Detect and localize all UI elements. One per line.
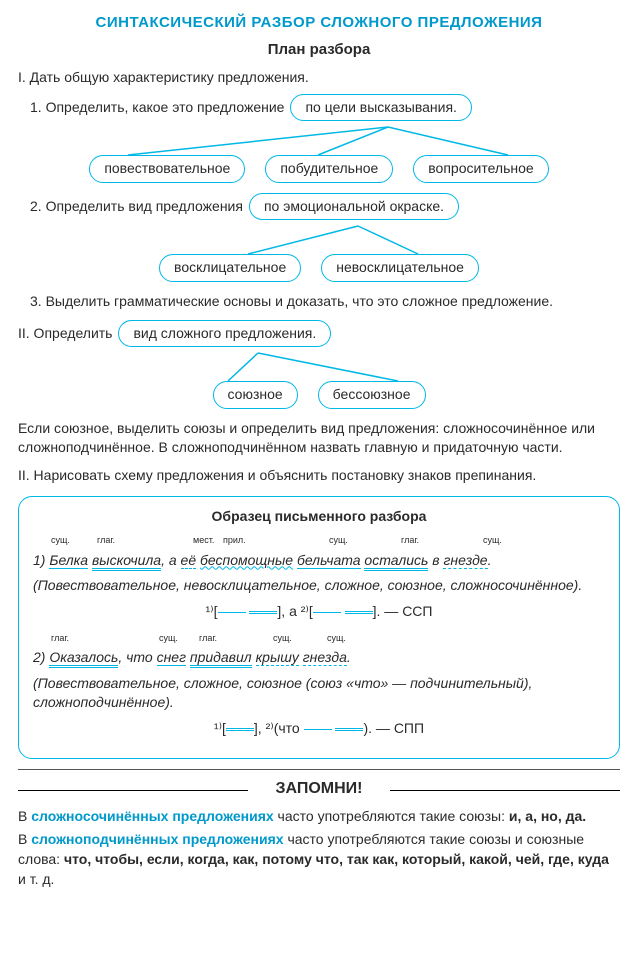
step-2-connectors [18,226,620,250]
option-interrogative: вопросительное [413,155,548,183]
step-3: 3. Выделить грамматические основы и дока… [18,292,620,312]
step-2-text: 2. Определить вид предложения [30,197,243,217]
analysis-2: (Повествовательное, сложное, союзное (со… [33,674,605,713]
remember-title: ЗАПОМНИ! [18,778,620,800]
step-2-pill: по эмоциональной окраске. [249,193,459,221]
section-2-options: союзное бессоюзное [18,381,620,409]
section-2-text: II. Определить [18,324,112,344]
pos-labels-1: сущ. глаг. мест. прил. сущ. глаг. сущ. [51,534,605,547]
section-2-connectors [18,353,620,377]
section-2: II. Определить вид сложного предложения. [18,320,620,348]
example-sentence-1: 1) Белка выскочила, а её беспомощные бел… [33,551,605,571]
option-imperative: побудительное [265,155,393,183]
schema-2: ¹⁾[], ²⁾(что ). — СПП [33,719,605,739]
predicate-4: придавил [190,649,252,668]
subject-2: бельчата [297,552,361,569]
section-1: I. Дать общую характеристику предложения… [18,68,620,88]
step-2: 2. Определить вид предложения по эмоцион… [18,193,620,221]
section-2-pill: вид сложного предложения. [118,320,331,348]
step-1: 1. Определить, какое это предложение по … [18,94,620,122]
subtitle: План разбора [18,39,620,60]
subject-3: снег [157,649,186,666]
remember-p1: В сложносочинённых предложениях часто уп… [18,807,620,827]
step-1-connectors [18,127,620,151]
option-nonexclamatory: невосклицательное [321,254,479,282]
step-1-options: повествовательное побудительное вопросит… [18,155,620,183]
page-title: СИНТАКСИЧЕСКИЙ РАЗБОР СЛОЖНОГО ПРЕДЛОЖЕН… [18,12,620,33]
option-conjunctive: союзное [213,381,298,409]
step-2-options: восклицательное невосклицательное [18,254,620,282]
option-declarative: повествовательное [89,155,245,183]
schema-1: ¹⁾[ ], а ²⁾[ ]. — ССП [33,602,605,622]
step-1-pill: по цели высказывания. [290,94,471,122]
divider [18,769,620,770]
subject-1: Белка [49,552,88,569]
step-1-text: 1. Определить, какое это предложение [30,98,284,118]
predicate-2: остались [364,552,428,571]
predicate-1: выскочила [92,552,161,571]
example-box: Образец письменного разбора сущ. глаг. м… [18,496,620,760]
remember-p2: В сложноподчинённых предложениях часто у… [18,830,620,889]
example-title: Образец письменного разбора [33,507,605,527]
analysis-1: (Повествовательное, невосклицательное, с… [33,576,605,596]
example-sentence-2: 2) Оказалось, что снег придавил крышу гн… [33,648,605,668]
section-2-desc: Если союзное, выделить союзы и определит… [18,419,620,458]
predicate-3: Оказалось [49,649,118,668]
pos-labels-2: глаг. сущ. глаг. сущ. сущ. [51,632,605,645]
option-asyndetic: бессоюзное [318,381,426,409]
section-3: II. Нарисовать схему предложения и объяс… [18,466,620,486]
option-exclamatory: восклицательное [159,254,301,282]
